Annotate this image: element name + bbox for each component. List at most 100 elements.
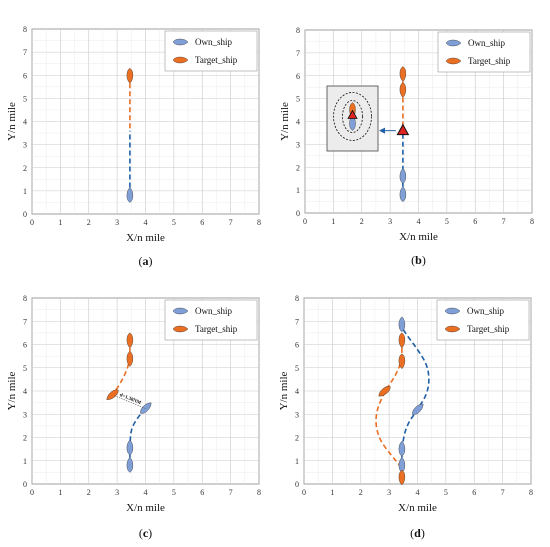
x-tick-label: 1: [330, 488, 334, 497]
x-axis-label: X/n mile: [398, 502, 437, 514]
panel-label: (c): [139, 526, 152, 540]
grid: [303, 297, 532, 485]
y-tick-label: 1: [23, 457, 27, 466]
x-tick-label: 5: [172, 488, 176, 497]
y-tick-label: 0: [23, 480, 27, 489]
ship-marker-target-ship: [126, 332, 134, 349]
x-tick-label: 7: [229, 218, 233, 227]
x-tick-label: 2: [359, 488, 363, 497]
y-tick-label: 3: [23, 410, 27, 419]
y-tick-label: 2: [23, 164, 27, 173]
y-axis-label: Y/n mile: [278, 371, 290, 410]
x-tick-label: 3: [387, 488, 391, 497]
grid: [31, 28, 260, 215]
legend: Own_ship Target_ship: [436, 299, 530, 341]
y-tick-label: 0: [295, 480, 299, 489]
y-tick-label: 6: [295, 341, 299, 350]
x-tick-label: 5: [172, 218, 176, 227]
legend-ship-icon: [172, 38, 189, 46]
x-tick-label: 6: [473, 217, 477, 226]
legend-ship-icon: [445, 57, 462, 65]
y-tick-label: 8: [296, 26, 300, 35]
x-tick-label: 2: [87, 488, 91, 497]
inset-arrow-head: [379, 127, 385, 134]
y-tick-label: 8: [23, 25, 27, 34]
x-axis-label: X/n mile: [126, 502, 165, 514]
ship-marker-target-ship: [399, 66, 407, 82]
y-tick-label: 3: [295, 410, 299, 419]
legend-entry-label: Target_ship: [195, 55, 238, 65]
ship-marker-target-ship: [398, 469, 406, 486]
legend-box: [437, 31, 531, 73]
distance-line: [114, 395, 146, 409]
inset-collision-icon: [347, 109, 358, 119]
ship-marker-target-ship: [378, 386, 391, 397]
y-axis-label: Y/n mile: [279, 102, 291, 141]
y-axis-label: Y/n mile: [6, 102, 18, 141]
ship-marker-own-ship: [412, 403, 424, 415]
x-tick-label: 2: [87, 218, 91, 227]
y-tick-label: 2: [295, 434, 299, 443]
x-tick-label: 0: [303, 217, 307, 226]
legend-ship-icon: [172, 56, 189, 64]
y-tick-label: 8: [23, 294, 27, 303]
y-tick-label: 5: [296, 95, 300, 104]
panel-d: 0 1 2 3 4 5 6 7 8 0 1 2 3 4 5 6 7 8 X/n mile Y/n mile (d) Own…: [278, 294, 533, 540]
series-line-own-ship: [129, 407, 147, 466]
y-tick-label: 5: [295, 364, 299, 373]
ship-marker-target-ship: [106, 389, 119, 400]
x-tick-label: 7: [229, 488, 233, 497]
y-tick-label: 5: [23, 94, 27, 103]
y-tick-label: 0: [23, 210, 27, 219]
legend: Own_ship Target_ship: [437, 31, 531, 73]
x-tick-label: 1: [58, 488, 62, 497]
x-tick-label: 8: [257, 218, 261, 227]
x-tick-label: 7: [502, 217, 506, 226]
y-tick-label: 4: [296, 118, 300, 127]
panel-a: 0 1 2 3 4 5 6 7 8 0 1 2 3 4 5 6 7 8 X/n mile Y/n mile (a) Own…: [6, 25, 261, 268]
y-tick-label: 6: [296, 72, 300, 81]
y-tick-label: 6: [23, 341, 27, 350]
x-tick-label: 2: [360, 217, 364, 226]
ship-marker-own-ship: [399, 186, 407, 202]
ship-marker-target-ship: [398, 332, 406, 349]
legend-box: [436, 299, 530, 341]
x-axis-label: X/n mile: [126, 232, 165, 244]
x-tick-label: 8: [530, 217, 534, 226]
y-tick-label: 7: [296, 49, 300, 58]
legend-ship-icon: [444, 307, 461, 315]
legend-ship-icon: [445, 39, 462, 47]
x-tick-label: 4: [416, 488, 420, 497]
ship-marker-own-ship: [140, 402, 152, 414]
x-tick-label: 3: [115, 218, 119, 227]
x-tick-label: 6: [200, 488, 204, 497]
ship-marker-target-ship: [398, 353, 406, 370]
series-line-own-ship: [401, 324, 430, 466]
x-tick-label: 1: [58, 218, 62, 227]
y-tick-label: 6: [23, 71, 27, 80]
legend: Own_ship Target_ship: [164, 30, 258, 72]
y-tick-label: 8: [295, 294, 299, 303]
x-tick-label: 6: [472, 488, 476, 497]
inset-outer-domain: [333, 92, 372, 141]
x-tick-label: 0: [302, 488, 306, 497]
collision-warning-icon: [396, 123, 410, 136]
inset-zoom: [326, 85, 379, 152]
legend-entry-label: Own_ship: [195, 306, 233, 316]
ship-marker-own-ship: [399, 168, 407, 184]
x-tick-label: 4: [144, 488, 148, 497]
y-tick-label: 1: [296, 186, 300, 195]
legend-box: [164, 299, 258, 341]
x-tick-label: 1: [331, 217, 335, 226]
x-tick-label: 6: [200, 218, 204, 227]
x-axis-label: X/n mile: [399, 231, 438, 243]
legend-entry-label: Own_ship: [467, 306, 505, 316]
y-tick-label: 3: [296, 140, 300, 149]
ship-marker-own-ship: [126, 187, 134, 203]
panel-c: 0 1 2 3 4 5 6 7 8 0 1 2 3 4 5 6 7 8 X/n mile Y/n mile (c) Own…: [6, 294, 261, 540]
legend-ship-icon: [172, 325, 189, 333]
x-tick-label: 7: [501, 488, 505, 497]
legend-entry-label: Own_ship: [195, 37, 233, 47]
ship-marker-own-ship: [126, 457, 134, 473]
